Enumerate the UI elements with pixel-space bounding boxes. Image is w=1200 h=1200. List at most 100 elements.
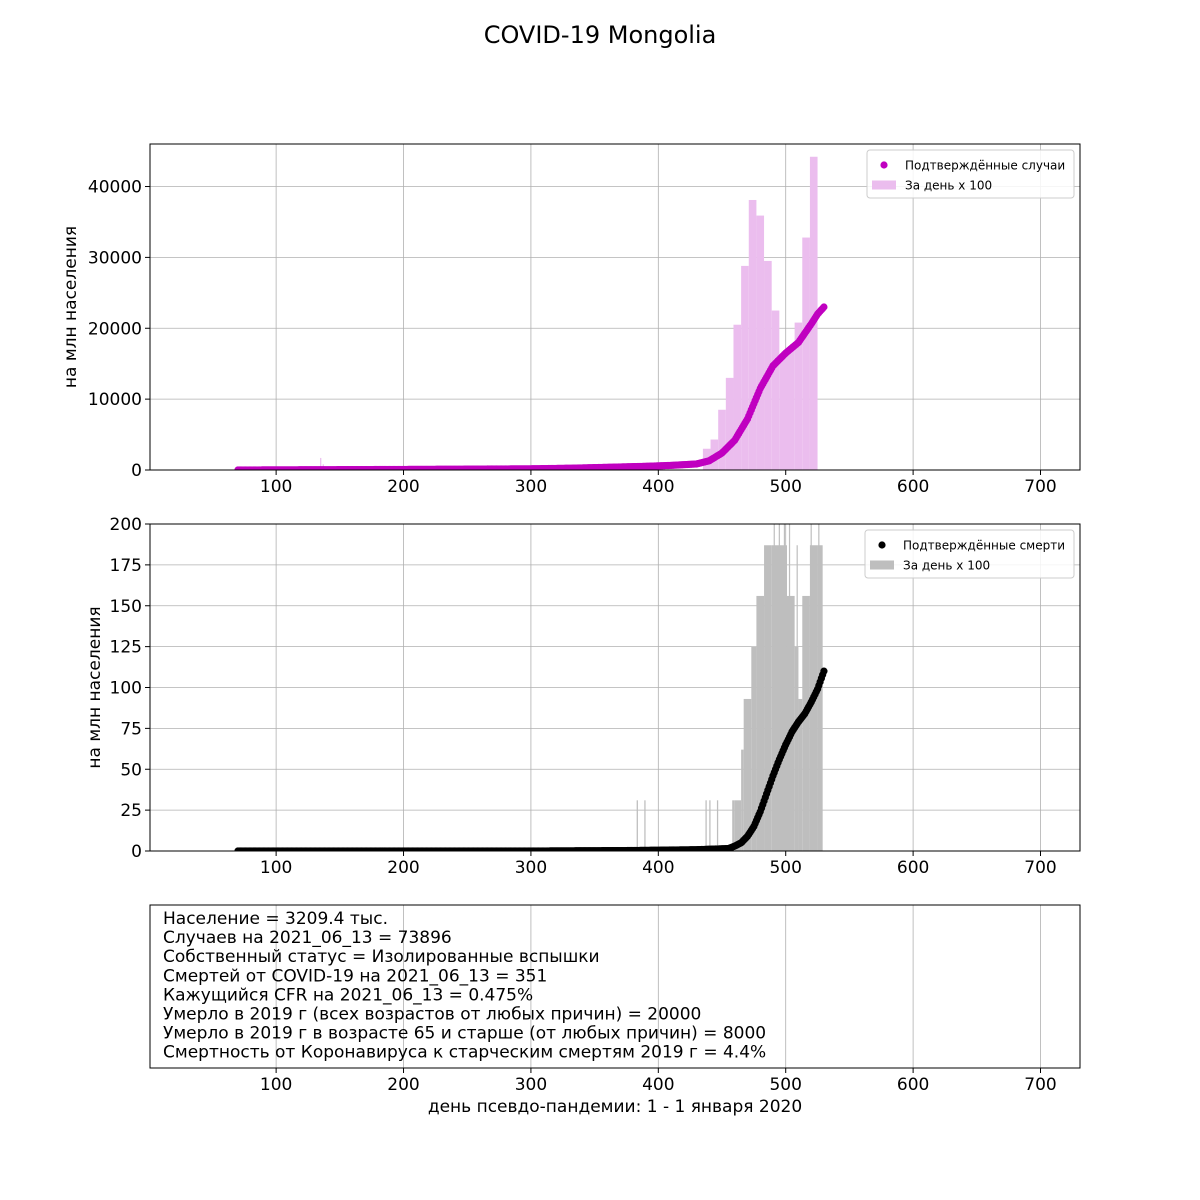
x-tick-label: 100	[260, 1075, 292, 1095]
y-tick-label: 175	[110, 556, 142, 576]
daily-bar	[636, 800, 638, 851]
cases-panel: 100 200 300 400 500 600 700 0 10000 20000 30000 400…	[61, 143, 1081, 497]
info-line: Случаев на 2021_06_13 = 73896	[163, 928, 452, 948]
daily-bar	[809, 156, 818, 470]
y-tick-label: 150	[110, 597, 142, 617]
x-tick-label: 100	[260, 858, 292, 878]
legend-label: За день x 100	[905, 179, 992, 193]
daily-bar	[798, 698, 803, 851]
plot-data	[234, 524, 828, 851]
info-line: Смертей от COVID-19 на 2021_06_13 = 351	[163, 966, 547, 986]
daily-bar	[802, 237, 810, 470]
y-tick-label: 100	[110, 679, 142, 699]
daily-spike	[320, 457, 322, 470]
daily-bar	[771, 545, 780, 851]
info-panel: 100 200 300 400 500 600 700 Население = 3209.4 …	[149, 904, 1081, 1095]
x-tick-label: 500	[769, 858, 801, 878]
deaths-panel: 100 200 300 400 500 600 700 0 25 50 75 100 125 150 175…	[85, 515, 1081, 878]
info-line: Собственный статус = Изолированные вспыш…	[163, 947, 600, 967]
y-tick-label: 10000	[88, 390, 142, 410]
y-tick-label: 200	[110, 515, 142, 535]
legend-label: Подтверждённые смерти	[903, 539, 1065, 553]
daily-bar	[794, 322, 803, 470]
x-tick-label: 300	[515, 477, 547, 497]
y-tick-label: 125	[110, 638, 142, 658]
legend-swatch	[872, 180, 896, 190]
y-tick-label: 75	[120, 719, 142, 739]
daily-spike	[796, 545, 798, 851]
x-tick-label: 400	[642, 477, 674, 497]
data-point	[820, 303, 828, 311]
x-tick-label: 200	[387, 1075, 419, 1095]
x-tick-label: 400	[642, 858, 674, 878]
daily-bar	[743, 698, 752, 851]
daily-bar	[817, 545, 823, 851]
x-axis-label: день псевдо-пандемии: 1 - 1 января 2020	[428, 1097, 802, 1117]
info-line: Умерло в 2019 г (всех возрастов от любых…	[163, 1005, 701, 1025]
daily-bar	[771, 310, 780, 470]
legend: Подтверждённые случаи За день x 100	[866, 149, 1075, 199]
daily-bar	[786, 595, 795, 851]
legend: Подтверждённые смерти За день x 100	[864, 529, 1075, 579]
x-tick-label: 400	[642, 1075, 674, 1095]
daily-bar	[644, 800, 646, 851]
daily-bar	[794, 646, 799, 851]
daily-bar	[764, 260, 772, 470]
legend-marker	[880, 161, 888, 169]
daily-bar	[756, 595, 765, 851]
y-tick-label: 0	[131, 461, 142, 481]
y-axis-label: на млн населения	[85, 606, 105, 768]
legend-box	[864, 529, 1075, 579]
daily-bar	[786, 347, 795, 470]
daily-bar	[709, 800, 711, 851]
legend-label: За день x 100	[903, 559, 990, 573]
x-tick-label: 700	[1024, 1075, 1056, 1095]
x-tick-label: 500	[769, 477, 801, 497]
legend-box	[866, 149, 1075, 199]
legend-label: Подтверждённые случаи	[905, 159, 1065, 173]
x-tick-label: 600	[897, 1075, 929, 1095]
daily-bar	[802, 595, 810, 851]
daily-bar	[705, 800, 707, 851]
daily-bar	[725, 377, 734, 470]
daily-spike	[773, 524, 775, 851]
y-tick-label: 25	[120, 801, 142, 821]
x-tick-label: 700	[1024, 477, 1056, 497]
daily-bar	[732, 800, 735, 851]
figure-title: COVID-19 Mongolia	[484, 21, 717, 49]
daily-spike	[783, 524, 786, 851]
daily-bar	[779, 545, 787, 851]
daily-bar	[741, 749, 744, 851]
x-tick-label: 300	[515, 1075, 547, 1095]
daily-bar	[718, 409, 726, 470]
daily-spike	[778, 524, 780, 851]
daily-bar	[734, 800, 742, 851]
daily-bar	[779, 353, 787, 470]
x-tick-label: 100	[260, 477, 292, 497]
x-tick-label: 600	[897, 858, 929, 878]
daily-bar	[733, 324, 742, 470]
plot-frame	[149, 904, 1081, 1069]
x-tick-label: 500	[769, 1075, 801, 1095]
y-tick-label: 20000	[88, 319, 142, 339]
legend-marker	[878, 541, 886, 549]
x-tick-label: 600	[897, 477, 929, 497]
legend-swatch	[870, 560, 894, 570]
daily-spike	[810, 524, 812, 851]
info-line: Население = 3209.4 тыс.	[163, 909, 388, 929]
x-tick-label: 700	[1024, 858, 1056, 878]
y-tick-label: 0	[131, 842, 142, 862]
daily-bar	[716, 800, 719, 851]
daily-bar	[756, 215, 765, 470]
daily-bar	[741, 265, 749, 470]
daily-bar	[764, 545, 772, 851]
data-point	[820, 667, 828, 675]
info-line: Кажущийся CFR на 2021_06_13 = 0.475%	[163, 985, 533, 1005]
x-tick-label: 200	[387, 477, 419, 497]
info-line: Умерло в 2019 г в возрасте 65 и старше (…	[163, 1024, 766, 1044]
plot-frame	[149, 143, 1081, 471]
plot-data	[234, 156, 828, 470]
x-tick-label: 300	[515, 858, 547, 878]
plot-area	[150, 905, 1080, 1068]
y-axis-label: на млн населения	[61, 226, 81, 388]
